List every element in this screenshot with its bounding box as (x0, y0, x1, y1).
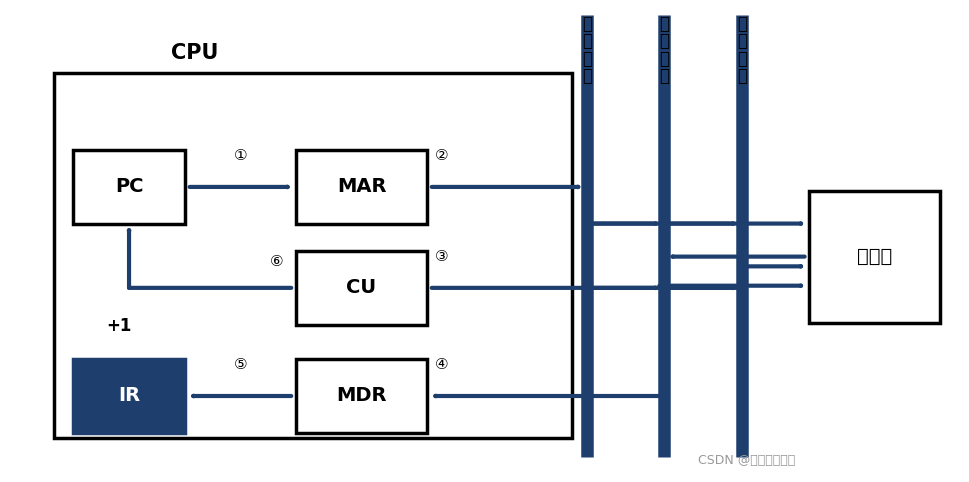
Bar (809, 190, 939, 323)
Text: ⑤: ⑤ (234, 357, 247, 372)
Bar (74, 150, 184, 224)
Text: 数
据
总
线: 数 据 总 线 (659, 15, 669, 85)
Bar (54, 73, 572, 438)
Text: ④: ④ (434, 357, 448, 372)
Bar (296, 150, 426, 224)
Text: CU: CU (346, 279, 376, 297)
Text: MAR: MAR (336, 177, 386, 197)
Text: 存储器: 存储器 (857, 247, 891, 266)
Text: 地
址
总
线: 地 址 总 线 (581, 15, 591, 85)
Text: ⑥: ⑥ (269, 254, 283, 268)
Text: ②: ② (434, 148, 448, 163)
Text: CSDN @拥抱白菜的猪: CSDN @拥抱白菜的猪 (698, 454, 795, 467)
Text: ③: ③ (434, 249, 448, 264)
Text: +1: +1 (107, 317, 132, 335)
Bar (296, 359, 426, 433)
Text: PC: PC (114, 177, 143, 197)
Text: ①: ① (234, 148, 247, 163)
Bar (296, 251, 426, 325)
Text: 控
制
总
线: 控 制 总 线 (735, 15, 746, 85)
Text: MDR: MDR (336, 387, 387, 405)
Text: IR: IR (118, 387, 140, 405)
Text: CPU: CPU (171, 43, 218, 63)
Bar (74, 359, 184, 433)
